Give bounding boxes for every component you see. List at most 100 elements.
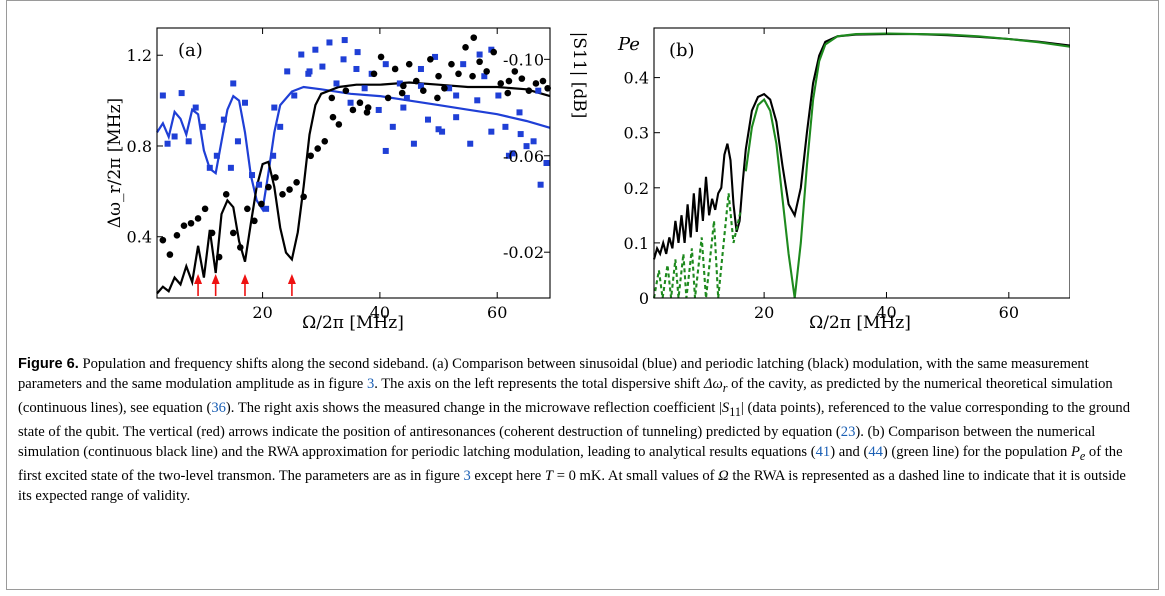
equation-ref-link[interactable]: 41 [815,443,831,460]
data-point-square [432,53,439,60]
data-point-square [389,123,396,130]
data-point-square [213,152,220,159]
data-point-square [306,68,313,75]
data-point-circle [505,77,513,85]
data-point-square [537,181,544,188]
data-point-circle [532,80,540,87]
caption-text: ). (b) Comparison between the numerical … [18,423,1096,460]
data-point-square [230,80,237,87]
figure-frame [6,0,1159,590]
data-point-square [341,37,348,44]
data-point-square [298,51,305,58]
caption-text: ) and ( [830,443,869,460]
data-point-square [516,109,523,116]
caption-text: = 0 mK. At small values of [553,467,719,484]
data-point-circle [405,60,413,68]
data-point-square [361,85,368,92]
data-point-square [488,128,495,135]
panel-b-xlabel: Ω/2π [MHz] [809,313,911,333]
caption-text: except here [470,467,545,484]
data-point-square [185,138,192,145]
figure-ref-link[interactable]: 3 [463,467,471,484]
data-point-circle [187,219,195,227]
caption-text: | (data points), referenced to the value… [18,399,1131,440]
data-point-square [178,90,185,97]
data-point-square [171,133,178,140]
data-point-square [543,160,550,166]
data-point-square [234,138,241,145]
data-point-circle [441,84,448,92]
math-symbol: T [544,467,554,484]
data-point-circle [229,229,237,237]
data-point-square [476,51,483,58]
data-point-square [192,104,199,111]
math-symbol: S [721,399,730,416]
data-point-circle [159,236,167,244]
data-point-square [277,123,284,130]
panel-b-label: (b) [669,40,695,61]
data-point-square [474,97,481,104]
data-point-circle [448,60,455,68]
caption-text: of the cavity, as predicted by the numer… [18,376,1113,416]
data-point-square [453,92,460,99]
y-tick-label: 0.3 [624,124,649,143]
figure-ref-link[interactable]: 3 [366,376,375,392]
data-point-circle [279,191,286,198]
panel-a-xlabel: Ω/2π [MHz] [302,313,404,333]
panel-a-y2label: |S11| [dB] [569,32,589,119]
math-subscript: e [1079,448,1086,463]
data-point-circle [384,94,392,102]
antiresonance-arrow-head [240,274,249,284]
math-subscript: r [722,380,728,395]
x-tick-label: 40 [370,303,390,322]
y2-tick-label: -0.06 [503,147,544,166]
data-point-square [241,99,248,106]
data-point-circle [300,193,307,201]
data-point-circle [215,253,223,261]
caption-text: the RWA is represented as a dashed line … [18,467,1126,504]
y-tick-label: 0.2 [624,179,649,198]
x-tick-label: 20 [754,303,774,322]
y-tick-label: 0.4 [624,69,649,88]
antiresonance-arrow-head [211,274,220,284]
data-point-circle [544,84,551,92]
x-tick-label: 20 [252,303,272,322]
data-point-circle [335,121,343,128]
data-point-circle [328,94,336,102]
data-point-square [460,61,467,68]
data-point-square [488,46,495,53]
data-point-circle [483,68,490,75]
panel-b-ylabel: Pe [617,34,640,55]
series-line-black [156,81,551,295]
figure-label: Figure 6. [18,356,79,372]
data-point-square [164,140,171,147]
data-point-circle [412,77,420,85]
data-point-square [523,143,530,150]
data-point-circle [518,75,526,82]
equation-ref-link[interactable]: 36 [211,399,226,416]
equation-ref-link[interactable]: 23 [840,423,856,440]
data-point-square [319,63,326,70]
data-point-circle [321,138,329,145]
data-point-square [509,150,516,157]
data-point-square [333,80,340,87]
data-point-circle [251,217,258,225]
data-point-circle [462,43,469,51]
equation-ref-link[interactable]: 44 [868,443,883,460]
math-symbol: P [1070,443,1080,460]
data-point-square [382,147,389,154]
panel-b-frame [653,27,1070,299]
y-tick-label: 0.1 [624,234,649,253]
data-point-circle [497,80,505,87]
data-point-circle [539,77,547,85]
data-point-square [256,181,263,188]
data-point-square [249,172,256,179]
data-point-circle [370,70,378,78]
data-point-circle [525,87,533,94]
data-point-circle [272,174,279,181]
caption-text: . The axis on the left represents the to… [374,376,704,392]
data-point-square [410,140,417,147]
data-point-square [481,73,488,80]
data-point-square [375,106,382,113]
